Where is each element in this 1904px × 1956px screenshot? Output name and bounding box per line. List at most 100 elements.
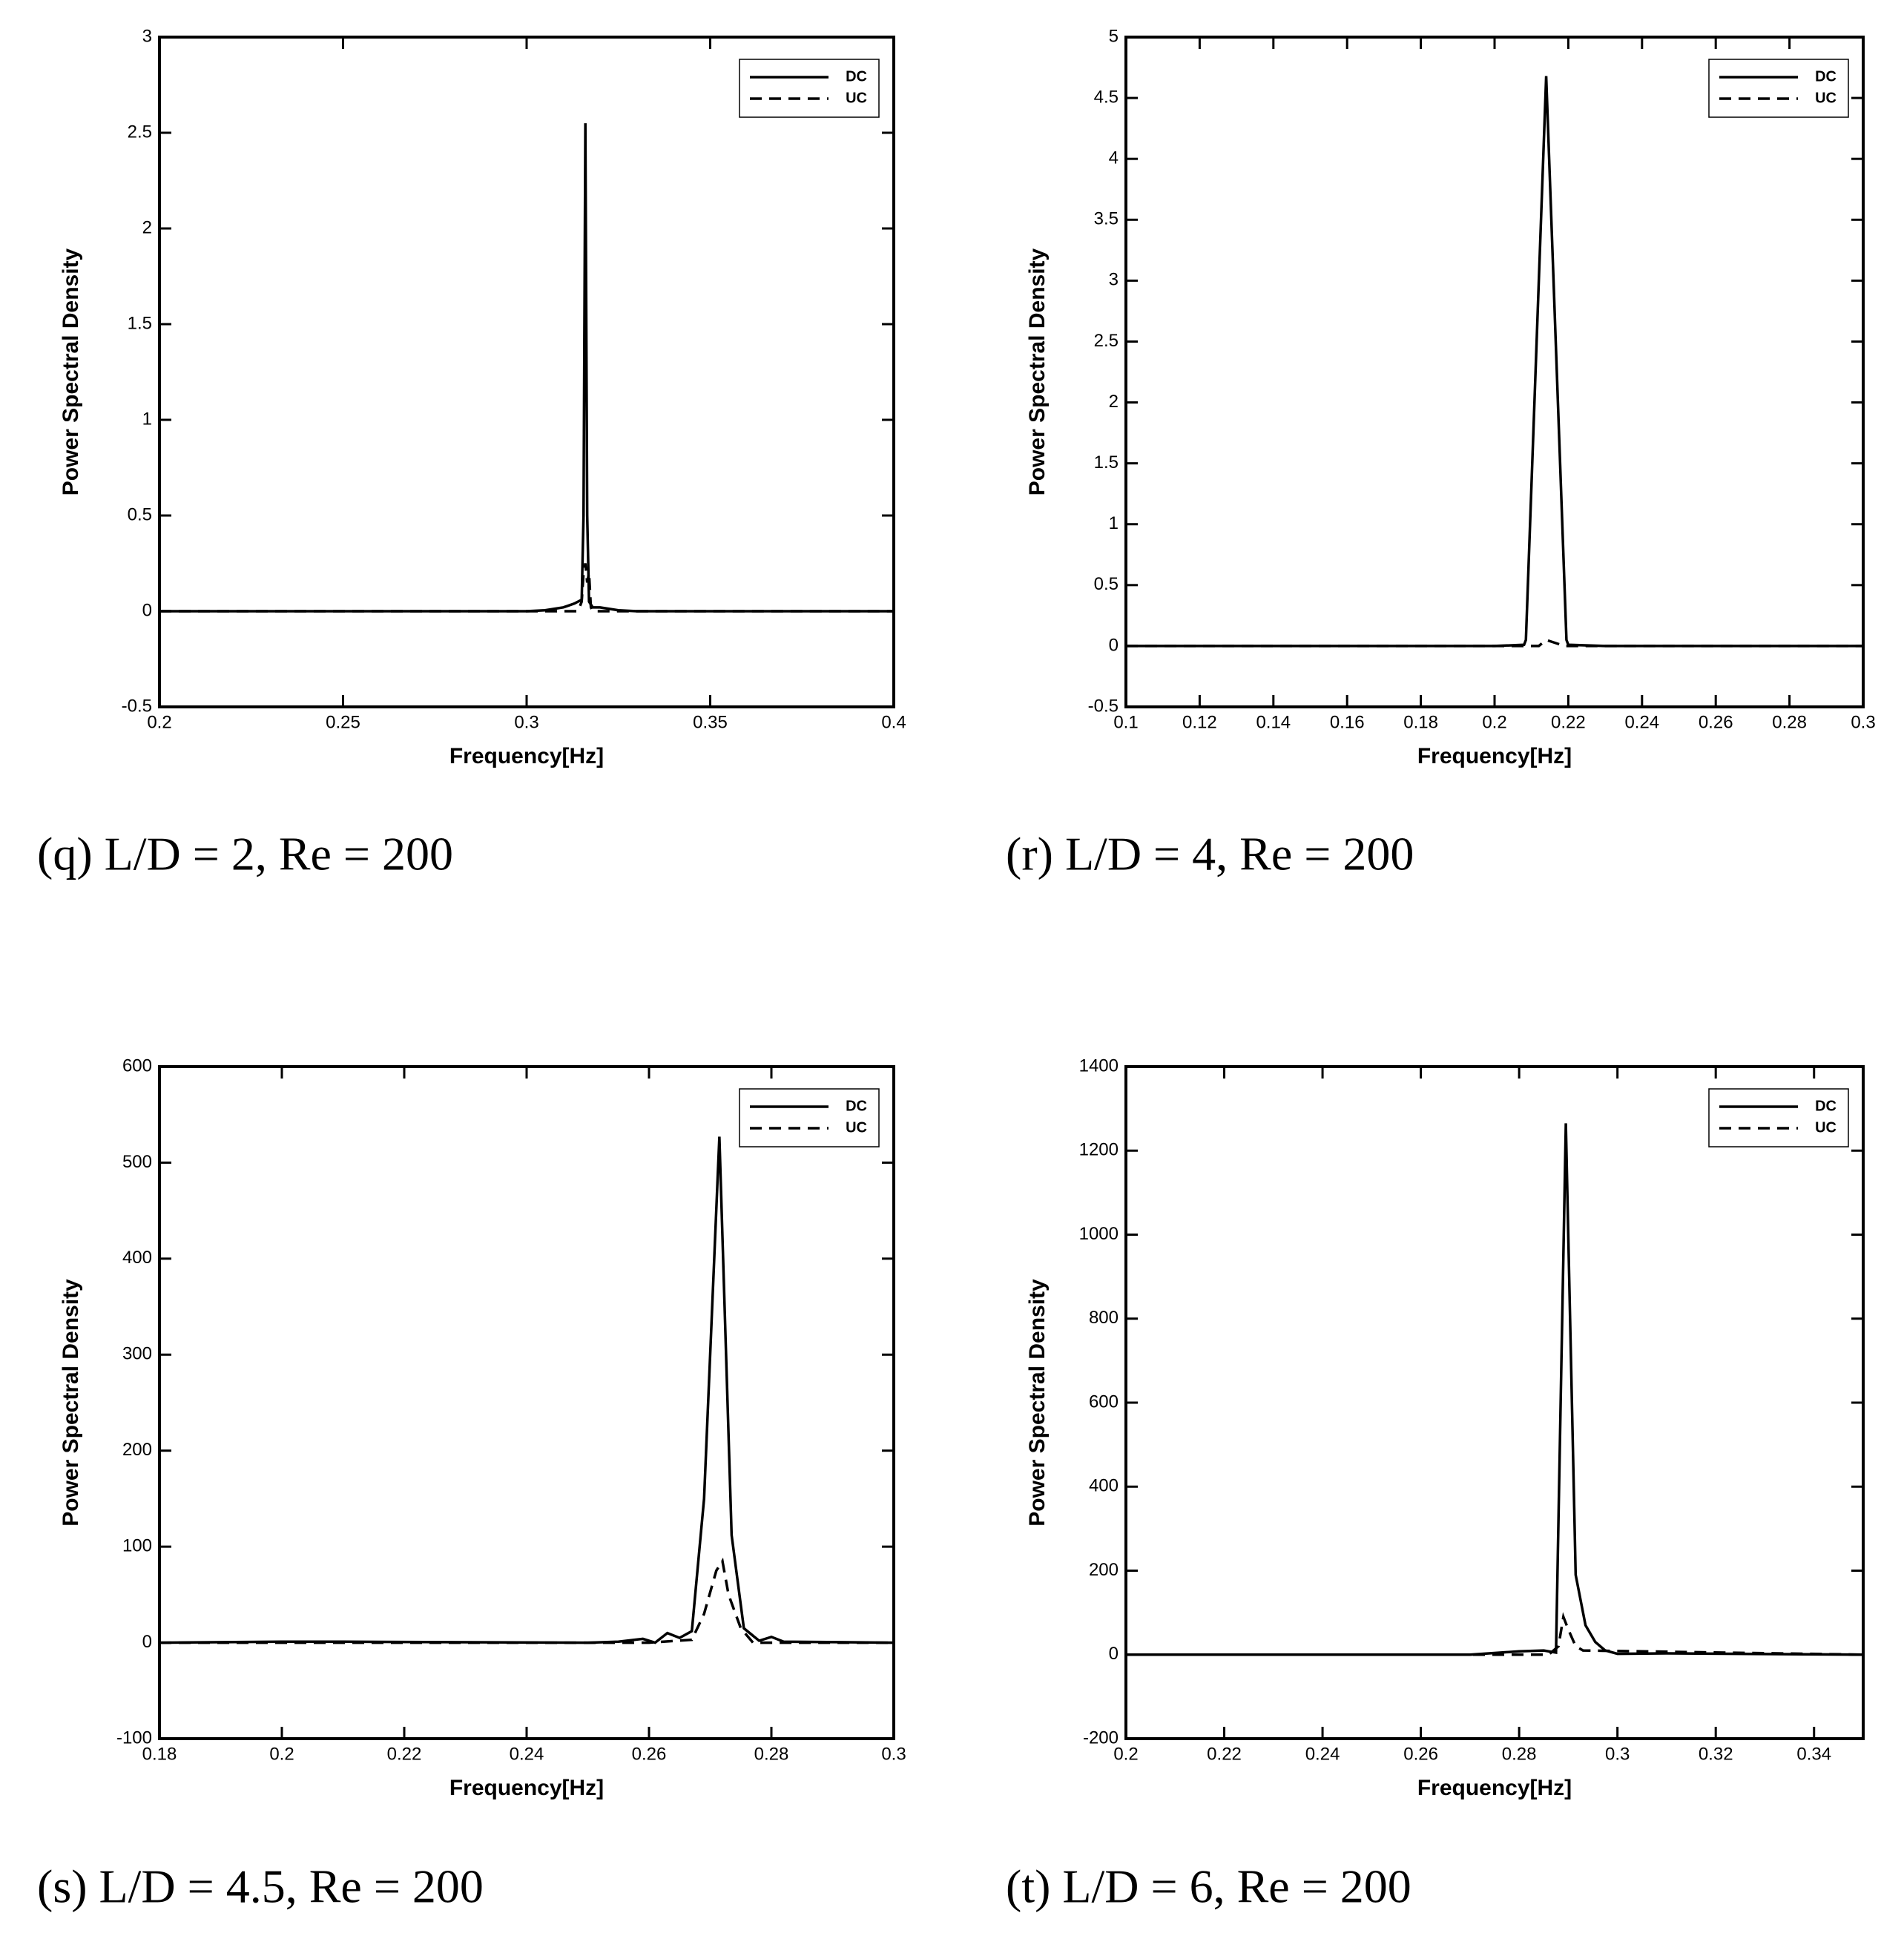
x-tick-label: 0.2 bbox=[1482, 712, 1506, 732]
legend-label: UC bbox=[846, 90, 867, 106]
y-tick-label: -100 bbox=[116, 1728, 152, 1748]
legend-label: DC bbox=[1815, 68, 1837, 85]
y-tick-label: -200 bbox=[1083, 1728, 1119, 1748]
caption: (s) L/D = 4.5, Re = 200 bbox=[37, 1860, 484, 1913]
panel: 0.18 0.2 0.22 0.24 0.26 0.28 0.3 -100 0 100 200 300… bbox=[37, 1056, 906, 1912]
y-tick-label: 100 bbox=[122, 1535, 152, 1555]
caption: (q) L/D = 2, Re = 200 bbox=[37, 828, 453, 880]
panel: 0.1 0.12 0.14 0.16 0.18 0.2 0.22 0.24 0.26 0.28 0.… bbox=[1006, 26, 1876, 880]
y-tick-label: 1 bbox=[142, 409, 152, 429]
panel: 0.2 0.25 0.3 0.35 0.4 -0.5 0 0.5 1 1.5 2 2.5 3 DC UC Fr… bbox=[37, 26, 906, 880]
x-tick-label: 0.24 bbox=[1624, 712, 1659, 732]
x-tick-label: 0.22 bbox=[1207, 1744, 1242, 1764]
legend-label: DC bbox=[846, 68, 867, 85]
x-tick-label: 0.4 bbox=[881, 712, 906, 732]
legend-box bbox=[739, 1088, 880, 1147]
y-tick-label: -0.5 bbox=[122, 696, 152, 716]
x-tick-label: 0.2 bbox=[269, 1744, 294, 1764]
x-tick-label: 0.18 bbox=[1403, 712, 1438, 732]
x-tick-label: 0.22 bbox=[1551, 712, 1586, 732]
legend-label: DC bbox=[846, 1098, 867, 1114]
legend-label: DC bbox=[1815, 1098, 1837, 1114]
caption: (t) L/D = 6, Re = 200 bbox=[1006, 1860, 1411, 1913]
x-axis-label: Frequency[Hz] bbox=[1417, 1776, 1572, 1800]
y-tick-label: 200 bbox=[122, 1440, 152, 1460]
y-tick-label: 600 bbox=[1089, 1392, 1119, 1412]
y-tick-label: 0.5 bbox=[1094, 574, 1119, 594]
panel: 0.2 0.22 0.24 0.26 0.28 0.3 0.32 0.34 -200 0 200 40… bbox=[1006, 1056, 1865, 1913]
y-tick-label: 3.5 bbox=[1094, 209, 1119, 229]
x-tick-label: 0.32 bbox=[1699, 1744, 1733, 1764]
x-tick-label: 0.16 bbox=[1330, 712, 1365, 732]
x-axis-label: Frequency[Hz] bbox=[1417, 744, 1572, 768]
y-tick-label: 2.5 bbox=[1094, 331, 1119, 351]
legend-box bbox=[1708, 1088, 1849, 1147]
y-tick-label: 1.5 bbox=[1094, 452, 1119, 472]
x-tick-label: 0.26 bbox=[1699, 712, 1733, 732]
x-tick-label: 0.26 bbox=[632, 1744, 667, 1764]
y-tick-label: 1 bbox=[1109, 513, 1119, 533]
legend-label: UC bbox=[1815, 1119, 1837, 1136]
series-line bbox=[159, 1136, 895, 1644]
x-tick-label: 0.22 bbox=[387, 1744, 422, 1764]
x-tick-label: 0.14 bbox=[1256, 712, 1291, 732]
y-tick-label: 400 bbox=[122, 1248, 152, 1268]
plot-frame bbox=[1124, 36, 1865, 708]
y-tick-label: 200 bbox=[1089, 1560, 1119, 1580]
series-line bbox=[1126, 76, 1863, 648]
y-tick-label: 1400 bbox=[1079, 1056, 1119, 1076]
x-tick-label: 0.25 bbox=[326, 712, 360, 732]
legend-label: UC bbox=[846, 1119, 867, 1136]
y-tick-label: 0 bbox=[142, 1632, 152, 1652]
y-tick-label: 5 bbox=[1109, 26, 1119, 46]
y-axis-label: Power Spectral Density bbox=[59, 248, 83, 495]
y-tick-label: 2 bbox=[142, 217, 152, 237]
x-tick-label: 0.3 bbox=[1605, 1744, 1630, 1764]
plot-frame bbox=[1124, 1065, 1865, 1740]
x-tick-label: 0.28 bbox=[1502, 1744, 1537, 1764]
x-tick-label: 0.28 bbox=[1772, 712, 1807, 732]
legend-box bbox=[739, 59, 880, 118]
x-tick-label: 0.28 bbox=[754, 1744, 789, 1764]
legend-box bbox=[1708, 59, 1849, 118]
series-line bbox=[1126, 638, 1863, 648]
x-tick-label: 0.3 bbox=[1851, 712, 1875, 732]
y-tick-label: 0 bbox=[142, 600, 152, 620]
y-tick-label: 0 bbox=[1109, 635, 1119, 655]
x-tick-label: 0.1 bbox=[1113, 712, 1138, 732]
y-tick-label: 300 bbox=[122, 1344, 152, 1364]
plot-frame bbox=[158, 1065, 895, 1740]
x-tick-label: 0.3 bbox=[514, 712, 538, 732]
y-axis-label: Power Spectral Density bbox=[59, 1279, 83, 1527]
x-tick-label: 0.2 bbox=[1113, 1744, 1138, 1764]
x-axis-label: Frequency[Hz] bbox=[449, 1776, 604, 1800]
series-line bbox=[1126, 1123, 1864, 1656]
y-tick-label: 4 bbox=[1109, 148, 1119, 168]
y-tick-label: 3 bbox=[1109, 270, 1119, 290]
x-tick-label: 0.18 bbox=[142, 1744, 177, 1764]
y-tick-label: 1000 bbox=[1079, 1224, 1119, 1244]
y-tick-label: 600 bbox=[122, 1056, 152, 1076]
y-tick-label: 1200 bbox=[1079, 1140, 1119, 1160]
x-tick-label: 0.35 bbox=[693, 712, 728, 732]
legend-label: UC bbox=[1815, 90, 1837, 106]
x-axis-label: Frequency[Hz] bbox=[449, 744, 604, 768]
y-tick-label: 1.5 bbox=[128, 313, 152, 333]
x-tick-label: 0.34 bbox=[1796, 1744, 1831, 1764]
y-axis-label: Power Spectral Density bbox=[1025, 1279, 1050, 1527]
y-axis-label: Power Spectral Density bbox=[1025, 248, 1050, 495]
x-tick-label: 0.24 bbox=[1305, 1744, 1340, 1764]
series-line bbox=[159, 1557, 894, 1644]
x-tick-label: 0.26 bbox=[1403, 1744, 1438, 1764]
x-tick-label: 0.24 bbox=[510, 1744, 544, 1764]
caption: (r) L/D = 4, Re = 200 bbox=[1006, 828, 1414, 880]
y-tick-label: 0.5 bbox=[128, 504, 152, 524]
y-tick-label: 4.5 bbox=[1094, 87, 1119, 107]
x-tick-label: 0.3 bbox=[881, 1744, 906, 1764]
y-tick-label: -0.5 bbox=[1088, 696, 1119, 716]
y-tick-label: 400 bbox=[1089, 1476, 1119, 1496]
series-line bbox=[159, 123, 894, 613]
y-tick-label: 2.5 bbox=[128, 122, 152, 142]
series-line bbox=[1126, 1612, 1864, 1656]
